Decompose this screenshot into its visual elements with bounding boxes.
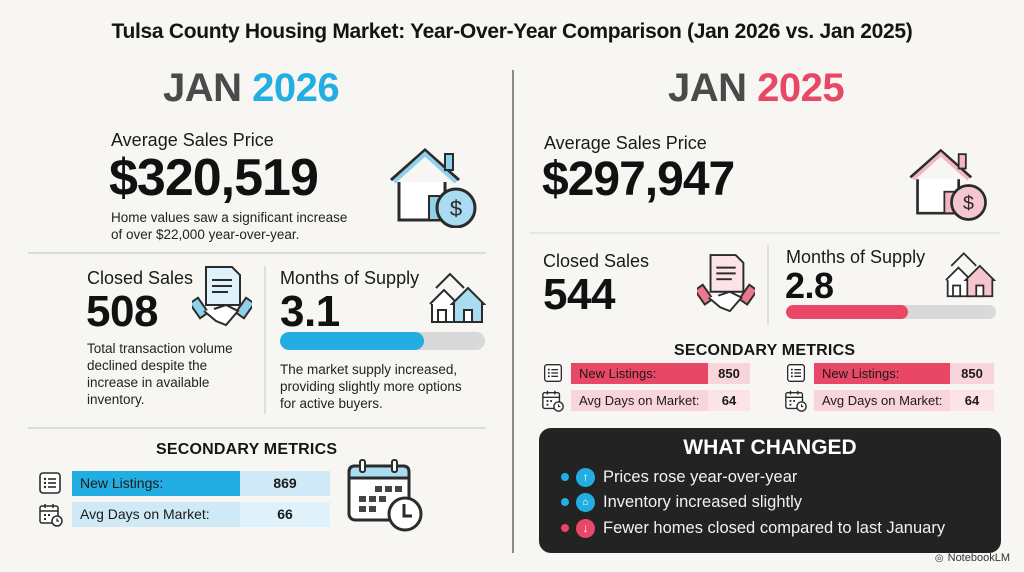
change-item: ↑ Prices rose year-over-year xyxy=(561,466,797,488)
arrow-down-icon: ↓ xyxy=(576,518,595,538)
list-icon xyxy=(543,363,563,383)
supply-bar-fill xyxy=(786,305,908,319)
svg-text:$: $ xyxy=(450,196,462,221)
avg-price-label-2025: Average Sales Price xyxy=(544,133,707,153)
divider xyxy=(28,252,486,254)
heading-jan-2025: JAN 2025 xyxy=(668,66,845,111)
metric-label: Avg Days on Market: xyxy=(571,390,708,411)
supply-value-2025: 2.8 xyxy=(785,265,834,306)
change-text: Fewer homes closed compared to last Janu… xyxy=(603,518,946,537)
handshake-document-icon xyxy=(188,265,256,331)
divider xyxy=(264,266,266,414)
closed-sales-label-2025: Closed Sales xyxy=(543,251,650,271)
supply-bar-2026 xyxy=(280,332,485,350)
calendar-clock-icon xyxy=(345,458,425,533)
divider xyxy=(767,245,769,325)
heading-year: 2025 xyxy=(757,66,845,110)
change-text: Prices rose year-over-year xyxy=(603,467,798,486)
house-dollar-icon: $ xyxy=(385,140,480,229)
divider xyxy=(28,427,486,429)
metric-value: 850 xyxy=(708,363,750,384)
supply-bar-2025 xyxy=(786,305,996,319)
change-item: ⌂ Inventory increased slightly xyxy=(561,491,802,513)
divider xyxy=(530,232,1000,234)
avg-price-desc-2026: Home values saw a significant increase o… xyxy=(111,210,348,242)
secondary-metrics-title-2026: SECONDARY METRICS xyxy=(156,441,338,458)
supply-value-2026: 3.1 xyxy=(280,287,340,336)
closed-sales-value-2025: 544 xyxy=(543,270,615,319)
supply-desc-2026: The market supply increased, providing s… xyxy=(280,362,462,411)
heading-jan-2026: JAN 2026 xyxy=(163,66,340,111)
bullet-dot xyxy=(561,473,569,481)
calendar-clock-icon xyxy=(38,502,64,528)
handshake-document-icon xyxy=(693,253,759,317)
calendar-clock-icon xyxy=(541,389,565,413)
what-changed-title: WHAT CHANGED xyxy=(683,436,857,459)
center-divider xyxy=(512,70,514,553)
supply-label-2025: Months of Supply xyxy=(786,247,926,267)
closed-sales-label-2026: Closed Sales xyxy=(87,268,194,288)
heading-year: 2026 xyxy=(252,66,340,110)
closed-sales-desc-2026: Total transaction volume declined despit… xyxy=(87,341,233,407)
houses-icon xyxy=(428,268,487,324)
supply-bar-fill xyxy=(280,332,424,350)
arrow-up-icon: ↑ xyxy=(576,467,595,487)
what-changed-panel: WHAT CHANGED ↑ Prices rose year-over-yea… xyxy=(539,428,1001,553)
avg-price-label-2026: Average Sales Price xyxy=(111,130,274,150)
avg-price-value-2026: $320,519 xyxy=(109,149,319,207)
metric-label: Avg Days on Market: xyxy=(814,390,950,411)
change-text: Inventory increased slightly xyxy=(603,492,803,511)
notebooklm-logo-icon: ◎ xyxy=(934,552,944,564)
supply-label-2026: Months of Supply xyxy=(280,268,420,288)
secondary-metrics-title-2025: SECONDARY METRICS xyxy=(674,342,856,359)
houses-icon xyxy=(944,248,997,298)
metric-value: 64 xyxy=(708,390,750,411)
avg-price-value-2025: $297,947 xyxy=(542,153,735,206)
heading-prefix: JAN xyxy=(668,66,747,110)
bullet-dot xyxy=(561,524,569,532)
metric-value: 850 xyxy=(950,363,994,384)
houses-icon: ⌂ xyxy=(576,492,595,512)
house-dollar-icon: $ xyxy=(905,140,990,222)
metric-label: New Listings: xyxy=(814,363,950,384)
metric-value: 64 xyxy=(950,390,994,411)
metric-value: 66 xyxy=(240,502,330,527)
change-item: ↓ Fewer homes closed compared to last Ja… xyxy=(561,517,945,539)
svg-text:$: $ xyxy=(963,193,974,215)
list-icon xyxy=(786,363,806,383)
heading-prefix: JAN xyxy=(163,66,242,110)
metric-label: New Listings: xyxy=(72,471,240,496)
brand-text: NotebookLM xyxy=(947,552,1010,564)
list-icon xyxy=(38,471,62,495)
metric-label: Avg Days on Market: xyxy=(72,502,240,527)
bullet-dot xyxy=(561,498,569,506)
footer-brand: ◎ NotebookLM xyxy=(935,552,1010,564)
metric-value: 869 xyxy=(240,471,330,496)
page-title: Tulsa County Housing Market: Year-Over-Y… xyxy=(111,20,913,43)
closed-sales-value-2026: 508 xyxy=(86,287,158,336)
metric-label: New Listings: xyxy=(571,363,708,384)
calendar-clock-icon xyxy=(784,389,808,413)
